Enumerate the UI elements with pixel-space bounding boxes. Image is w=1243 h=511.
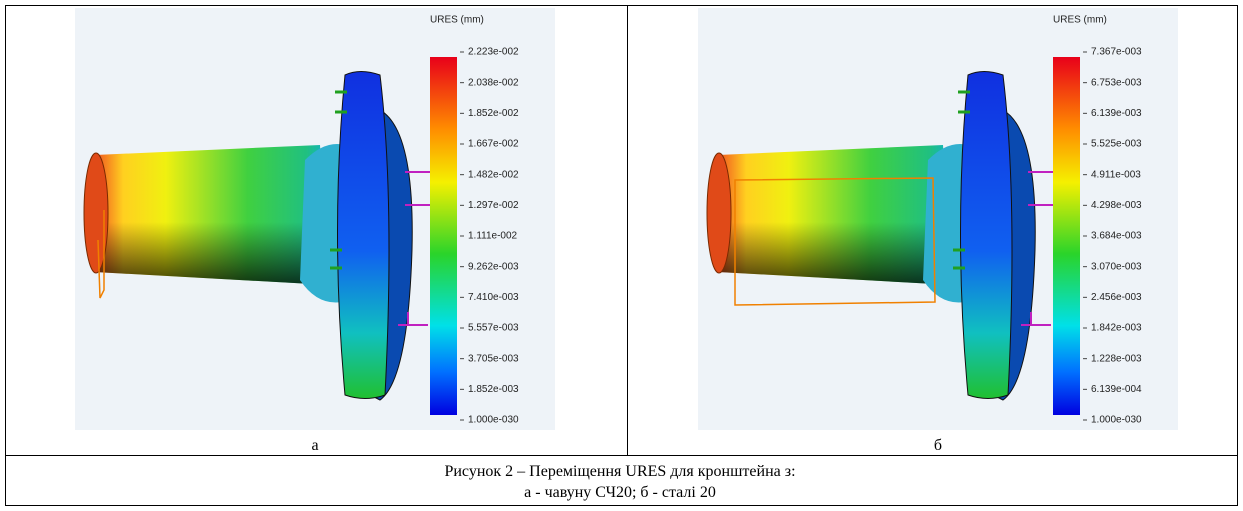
colorbar xyxy=(1053,57,1080,415)
colorbar-label: 4.298e-003 xyxy=(1091,200,1142,211)
model-end xyxy=(707,153,731,273)
model-flange xyxy=(961,72,1013,399)
colorbar-label: 1.000e-030 xyxy=(1091,415,1142,426)
legend-title: URES (mm) xyxy=(1053,15,1107,26)
colorbar-label: 4.911e-003 xyxy=(1091,169,1141,180)
model-flange xyxy=(338,72,390,399)
colorbar-label: 6.139e-003 xyxy=(1091,108,1142,119)
caption-line: а - чавуну СЧ20; б - сталі 20 xyxy=(524,484,716,501)
colorbar-label: 7.367e-003 xyxy=(1091,47,1142,58)
colorbar-label: 1.667e-002 xyxy=(468,139,519,150)
colorbar-label: 1.482e-002 xyxy=(468,169,519,180)
colorbar xyxy=(430,57,457,415)
colorbar-label: 3.705e-003 xyxy=(468,353,519,364)
colorbar-label: 1.000e-030 xyxy=(468,415,519,426)
panel: URES (mm) 7.367e-003 6.753e-003 6.139e-003 5… xyxy=(698,8,1178,454)
colorbar-label: 3.070e-003 xyxy=(1091,261,1142,272)
colorbar-label: 1.111e-002 xyxy=(468,231,518,242)
model-shade xyxy=(95,145,330,285)
figure-table: Рисунок 2 – Переміщення URES для кронште… xyxy=(0,0,1243,511)
colorbar-label: 1.852e-003 xyxy=(468,384,519,395)
legend-title: URES (mm) xyxy=(430,15,484,26)
model-shade xyxy=(718,145,953,285)
colorbar-label: 9.262e-003 xyxy=(468,261,519,272)
colorbar-label: 1.297e-002 xyxy=(468,200,519,211)
panel-label: а xyxy=(311,437,318,454)
colorbar-label: 1.842e-003 xyxy=(1091,323,1142,334)
caption-line: Рисунок 2 – Переміщення URES для кронште… xyxy=(444,463,795,480)
colorbar-label: 1.228e-003 xyxy=(1091,353,1142,364)
colorbar-label: 5.557e-003 xyxy=(468,323,519,334)
colorbar-label: 5.525e-003 xyxy=(1091,139,1142,150)
colorbar-label: 1.852e-002 xyxy=(468,108,519,119)
colorbar-label: 6.139e-004 xyxy=(1091,384,1142,395)
colorbar-label: 6.753e-003 xyxy=(1091,77,1142,88)
colorbar-label: 3.684e-003 xyxy=(1091,231,1142,242)
panel-label: б xyxy=(934,437,942,454)
colorbar-label: 2.223e-002 xyxy=(468,47,519,58)
panel: URES (mm) 2.223e-002 2.038e-002 1.852e-002 1… xyxy=(75,8,555,454)
colorbar-label: 2.456e-003 xyxy=(1091,292,1142,303)
colorbar-label: 7.410e-003 xyxy=(468,292,519,303)
colorbar-label: 2.038e-002 xyxy=(468,77,519,88)
